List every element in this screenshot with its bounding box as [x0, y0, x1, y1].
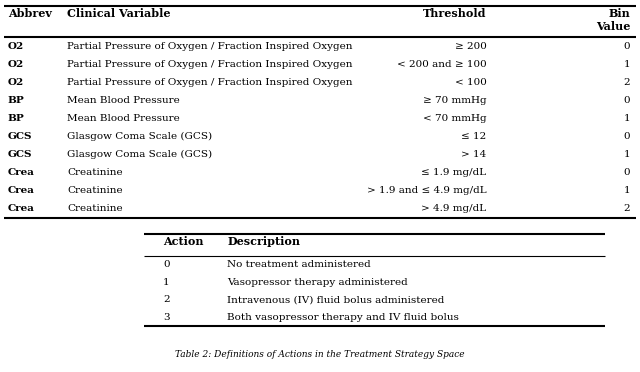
Text: 0: 0 — [624, 168, 630, 177]
Text: Creatinine: Creatinine — [67, 205, 123, 214]
Text: 1: 1 — [624, 186, 630, 195]
Text: ≤ 1.9 mg/dL: ≤ 1.9 mg/dL — [421, 168, 486, 177]
Text: 2: 2 — [624, 78, 630, 87]
Text: BP: BP — [8, 96, 24, 105]
Text: 0: 0 — [624, 42, 630, 51]
Text: BP: BP — [8, 114, 24, 123]
Text: 1: 1 — [624, 150, 630, 159]
Text: < 100: < 100 — [454, 78, 486, 87]
Text: O2: O2 — [8, 42, 24, 51]
Text: Bin
Value: Bin Value — [596, 8, 630, 32]
Text: Crea: Crea — [8, 168, 35, 177]
Text: 2: 2 — [163, 295, 170, 304]
Text: 3: 3 — [163, 313, 170, 322]
Text: ≥ 70 mmHg: ≥ 70 mmHg — [423, 96, 486, 105]
Text: Glasgow Coma Scale (GCS): Glasgow Coma Scale (GCS) — [67, 150, 212, 159]
Text: Creatinine: Creatinine — [67, 168, 123, 177]
Text: > 1.9 and ≤ 4.9 mg/dL: > 1.9 and ≤ 4.9 mg/dL — [367, 186, 486, 195]
Text: ≤ 12: ≤ 12 — [461, 132, 486, 141]
Text: 0: 0 — [624, 132, 630, 141]
Text: GCS: GCS — [8, 150, 32, 159]
Text: ≥ 200: ≥ 200 — [454, 42, 486, 51]
Text: Creatinine: Creatinine — [67, 186, 123, 195]
Text: > 14: > 14 — [461, 150, 486, 159]
Text: No treatment administered: No treatment administered — [227, 260, 371, 269]
Text: < 70 mmHg: < 70 mmHg — [423, 114, 486, 123]
Text: Threshold: Threshold — [423, 8, 486, 19]
Text: 0: 0 — [624, 96, 630, 105]
Text: Table 2: Definitions of Actions in the Treatment Strategy Space: Table 2: Definitions of Actions in the T… — [175, 350, 465, 359]
Text: Crea: Crea — [8, 186, 35, 195]
Text: < 200 and ≥ 100: < 200 and ≥ 100 — [397, 60, 486, 69]
Text: Description: Description — [227, 236, 300, 247]
Text: Partial Pressure of Oxygen / Fraction Inspired Oxygen: Partial Pressure of Oxygen / Fraction In… — [67, 60, 353, 69]
Text: Glasgow Coma Scale (GCS): Glasgow Coma Scale (GCS) — [67, 132, 212, 141]
Text: Abbrev: Abbrev — [8, 8, 52, 19]
Text: 1: 1 — [624, 114, 630, 123]
Text: Crea: Crea — [8, 205, 35, 214]
Text: Partial Pressure of Oxygen / Fraction Inspired Oxygen: Partial Pressure of Oxygen / Fraction In… — [67, 42, 353, 51]
Text: Partial Pressure of Oxygen / Fraction Inspired Oxygen: Partial Pressure of Oxygen / Fraction In… — [67, 78, 353, 87]
Text: Vasopressor therapy administered: Vasopressor therapy administered — [227, 278, 408, 287]
Text: 1: 1 — [163, 278, 170, 287]
Text: 0: 0 — [163, 260, 170, 269]
Text: Clinical Variable: Clinical Variable — [67, 8, 171, 19]
Text: O2: O2 — [8, 60, 24, 69]
Text: Both vasopressor therapy and IV fluid bolus: Both vasopressor therapy and IV fluid bo… — [227, 313, 459, 322]
Text: 1: 1 — [624, 60, 630, 69]
Text: Mean Blood Pressure: Mean Blood Pressure — [67, 96, 180, 105]
Text: Mean Blood Pressure: Mean Blood Pressure — [67, 114, 180, 123]
Text: GCS: GCS — [8, 132, 32, 141]
Text: 2: 2 — [624, 205, 630, 214]
Text: Intravenous (IV) fluid bolus administered: Intravenous (IV) fluid bolus administere… — [227, 295, 445, 304]
Text: Action: Action — [163, 236, 204, 247]
Text: O2: O2 — [8, 78, 24, 87]
Text: > 4.9 mg/dL: > 4.9 mg/dL — [421, 205, 486, 214]
